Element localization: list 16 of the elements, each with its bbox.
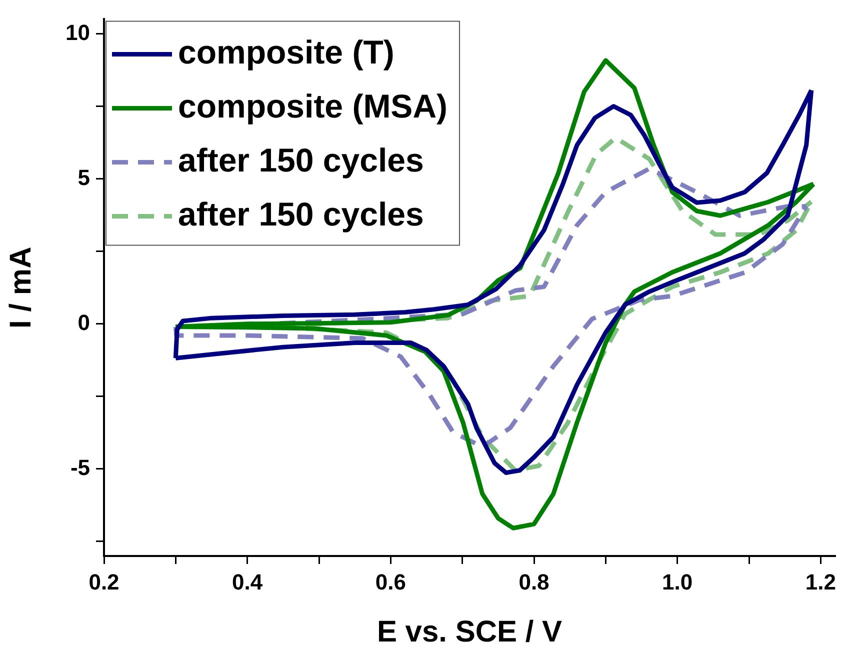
legend-label: after 150 cycles [178, 195, 424, 232]
x-tick-label: 0.6 [375, 569, 406, 594]
y-tick-label: 5 [78, 164, 90, 190]
y-axis-title: I / mA [4, 246, 38, 328]
y-tick-label: 10 [66, 20, 90, 45]
x-tick-label: 0.2 [88, 569, 120, 594]
x-axis-title: E vs. SCE / V [376, 615, 562, 648]
y-tick-label: 0 [78, 310, 90, 335]
x-tick-label: 1.0 [662, 569, 693, 594]
y-tick-label: -5 [70, 455, 90, 480]
legend-label: composite (T) [178, 33, 394, 70]
x-tick-label: 1.2 [805, 569, 836, 594]
legend-label: composite (MSA) [178, 87, 448, 124]
x-tick-label: 0.4 [232, 569, 264, 594]
legend-label: after 150 cycles [178, 141, 424, 178]
x-tick-label: 0.8 [518, 569, 550, 594]
